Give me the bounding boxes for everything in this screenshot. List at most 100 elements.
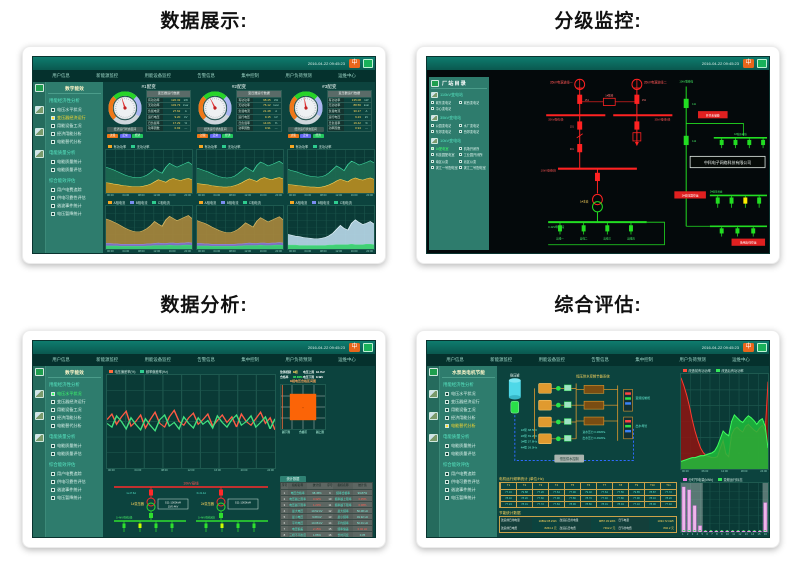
sidebar-item[interactable]: 电能质量评估 — [442, 450, 495, 458]
station-item[interactable]: 中心变电站 — [431, 106, 459, 113]
sidebar-item[interactable]: 电压暂降统计 — [442, 494, 495, 502]
nav-item[interactable]: 新能源监控 — [490, 357, 513, 362]
nav-item[interactable]: 用能设备监控 — [144, 357, 171, 362]
station-item[interactable]: 滨江一号配电室 — [431, 165, 459, 172]
station-item[interactable]: 水厂变电站 — [459, 122, 487, 129]
sidebar-item[interactable]: 用能设备工况 — [442, 406, 495, 414]
sidebar-item[interactable]: 谐波事件统计 — [48, 486, 101, 494]
analysis-icon[interactable] — [34, 390, 44, 398]
nav-item[interactable]: 运维中心 — [338, 357, 356, 362]
sidebar-section-header[interactable]: 综合能效评估 — [49, 462, 76, 467]
sidebar-item[interactable]: 电能质量评估 — [48, 450, 101, 458]
sidebar-item[interactable]: 电能质量统计 — [442, 442, 495, 450]
sidebar-item[interactable]: 电压暂降统计 — [48, 210, 101, 218]
station-item[interactable]: 1#配电室 — [431, 145, 459, 152]
sidebar-section-header[interactable]: 用能经济性分析 — [49, 382, 80, 387]
nav-item[interactable]: 告警信息 — [591, 357, 609, 362]
sidebar-item[interactable]: 变压器经济运行 — [442, 398, 495, 406]
nav-item[interactable]: 运维中心 — [732, 357, 750, 362]
sidebar-item[interactable]: 经济用能分析 — [442, 414, 495, 422]
nav-item[interactable]: 集中控制 — [241, 357, 259, 362]
station-item[interactable]: 城东变电站 — [431, 99, 459, 106]
station-section-header[interactable]: 110kV变电站 — [431, 91, 487, 99]
analysis-icon[interactable] — [34, 106, 44, 114]
station-item[interactable]: 东郊变电站 — [431, 129, 459, 136]
sidebar-item[interactable]: 电压水平状况 — [48, 390, 101, 398]
sidebar-section-header[interactable]: 电能质量分析 — [443, 434, 470, 439]
station-section-header[interactable]: 10kV变电站 — [431, 137, 487, 145]
nav-item[interactable]: 用户信息 — [52, 357, 70, 362]
sidebar-item[interactable]: 变压器经济运行 — [48, 114, 101, 122]
quality-icon[interactable] — [34, 412, 44, 420]
sidebar-section-header[interactable]: 用能经济性分析 — [443, 382, 474, 387]
sidebar-item[interactable]: 经济用能分析 — [48, 414, 101, 422]
tab-statistics[interactable]: 统计数据 — [280, 476, 306, 482]
nav-item[interactable]: 运维中心 — [338, 73, 356, 78]
report-icon[interactable] — [34, 150, 44, 158]
nav-item[interactable]: 用户信息 — [446, 357, 464, 362]
nav-item[interactable]: 新能源监控 — [96, 73, 119, 78]
report-icon[interactable] — [428, 434, 438, 442]
nav-item[interactable]: 用户负荷预测 — [679, 357, 706, 362]
sidebar-item[interactable]: 谐波事件统计 — [48, 202, 101, 210]
sidebar-section-header[interactable]: 电能质量分析 — [49, 150, 76, 155]
sidebar-item[interactable]: 用能设备工况 — [48, 406, 101, 414]
nav-item[interactable]: 用能设备监控 — [144, 73, 171, 78]
sidebar-item[interactable]: 用户电费追踪 — [442, 470, 495, 478]
sidebar-item[interactable]: 电能替代分析 — [442, 422, 495, 430]
window-icon[interactable] — [363, 343, 373, 352]
sidebar-item[interactable]: 电能替代分析 — [48, 422, 101, 430]
station-item[interactable]: 南区公变 — [431, 158, 459, 165]
sidebar-item[interactable]: 电能质量统计 — [48, 442, 101, 450]
sidebar-item[interactable]: 电压水平状况 — [48, 106, 101, 114]
layers-icon[interactable] — [428, 368, 438, 376]
brand-icon[interactable]: 中 — [349, 343, 360, 352]
station-item[interactable]: 科技园配电室 — [431, 152, 459, 159]
station-item[interactable]: 工业园开闭所 — [459, 152, 487, 159]
sidebar-item[interactable]: 电压水平状况 — [442, 390, 495, 398]
window-icon[interactable] — [757, 343, 767, 352]
nav-item[interactable]: 告警信息 — [197, 73, 215, 78]
layers-icon[interactable] — [34, 84, 44, 92]
sidebar-item[interactable]: 供电可靠性评估 — [442, 478, 495, 486]
sidebar-item[interactable]: 电压暂降统计 — [48, 494, 101, 502]
sidebar-item[interactable]: 电能替代分析 — [48, 138, 101, 146]
nav-item[interactable]: 用户信息 — [52, 73, 70, 78]
sidebar-section-header[interactable]: 电能质量分析 — [49, 434, 76, 439]
brand-icon[interactable]: 中 — [743, 343, 754, 352]
sidebar-section-header[interactable]: 综合能效评估 — [49, 178, 76, 183]
quality-icon[interactable] — [34, 128, 44, 136]
station-item[interactable]: 北区公变 — [459, 158, 487, 165]
station-item[interactable]: 城西变电站 — [459, 99, 487, 106]
brand-icon[interactable]: 中 — [743, 59, 754, 68]
nav-item[interactable]: 用能设备监控 — [538, 357, 565, 362]
sidebar-item[interactable]: 用能设备工况 — [48, 122, 101, 130]
station-item[interactable]: 机场开闭所 — [459, 145, 487, 152]
report-icon[interactable] — [34, 434, 44, 442]
layers-icon[interactable] — [34, 368, 44, 376]
sidebar-item[interactable]: 用户电费追踪 — [48, 186, 101, 194]
nav-item[interactable]: 新能源监控 — [96, 357, 119, 362]
nav-item[interactable]: 用户负荷预测 — [285, 357, 312, 362]
sidebar-section-header[interactable]: 综合能效评估 — [443, 462, 470, 467]
nav-item[interactable]: 集中控制 — [241, 73, 259, 78]
analysis-icon[interactable] — [428, 390, 438, 398]
nav-item[interactable]: 用户负荷预测 — [285, 73, 312, 78]
nav-item[interactable]: 告警信息 — [197, 357, 215, 362]
sidebar-item[interactable]: 供电可靠性评估 — [48, 478, 101, 486]
sidebar-item[interactable]: 供电可靠性评估 — [48, 194, 101, 202]
station-section-header[interactable]: 35kV变电站 — [431, 114, 487, 122]
station-item[interactable]: 西郊变电站 — [459, 129, 487, 136]
sidebar-section-header[interactable]: 用能经济性分析 — [49, 98, 80, 103]
sidebar-item[interactable]: 经济用能分析 — [48, 130, 101, 138]
nav-item[interactable]: 集中控制 — [635, 357, 653, 362]
station-item[interactable]: 滨江二号配电室 — [459, 165, 487, 172]
sidebar-item[interactable]: 变压器经济运行 — [48, 398, 101, 406]
station-item[interactable]: 公园变电站 — [431, 122, 459, 129]
sidebar-item[interactable]: 电能质量评估 — [48, 166, 101, 174]
sidebar-item[interactable]: 用户电费追踪 — [48, 470, 101, 478]
sidebar-item[interactable]: 谐波事件统计 — [442, 486, 495, 494]
quality-icon[interactable] — [428, 412, 438, 420]
window-icon[interactable] — [757, 59, 767, 68]
brand-icon[interactable]: 中 — [349, 59, 360, 68]
